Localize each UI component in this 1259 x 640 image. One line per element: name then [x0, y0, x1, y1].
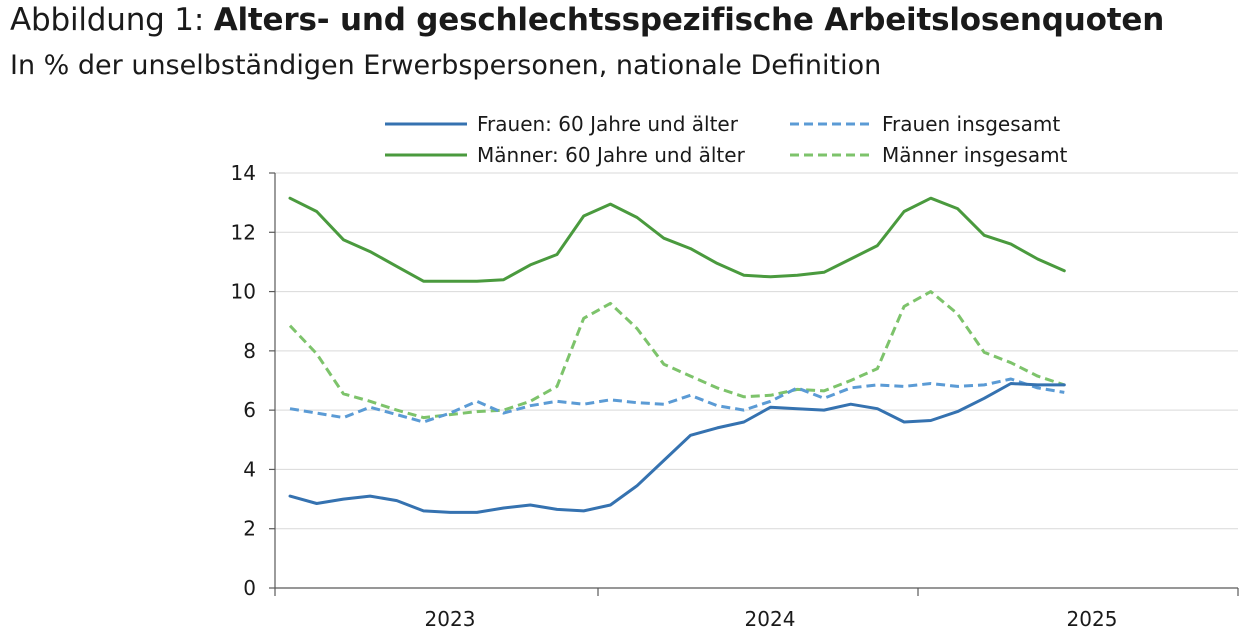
- x-tick-label: 2023: [425, 607, 476, 631]
- chart-title-prefix: Abbildung 1:: [10, 2, 214, 38]
- series-lines: [288, 196, 1066, 514]
- y-tick-label: 2: [243, 517, 256, 541]
- legend: Frauen: 60 Jahre und älter Frauen insgesa…: [385, 112, 1068, 167]
- y-tick-label: 6: [243, 398, 256, 422]
- x-tick-label: 2025: [1067, 607, 1118, 631]
- legend-label: Frauen: 60 Jahre und älter: [477, 112, 739, 136]
- y-tick-label: 8: [243, 339, 256, 363]
- x-tick-label: 2024: [745, 607, 796, 631]
- y-tick-label: 10: [231, 280, 256, 304]
- y-tick-label: 12: [231, 220, 256, 244]
- y-tick-label: 14: [231, 161, 256, 185]
- y-tick-label: 4: [243, 457, 256, 481]
- series-line-maenner-60-jahre-und-aelter: [288, 196, 1066, 283]
- series-line-frauen-60-jahre-und-aelter: [288, 382, 1066, 514]
- axes: 0 2 4 6 8 10 12 14 2023 2024 2025: [231, 161, 1239, 631]
- chart-subtitle: In % der unselbständigen Erwerbspersonen…: [10, 50, 882, 81]
- gridlines: [275, 172, 1238, 530]
- legend-label: Männer insgesamt: [882, 143, 1068, 167]
- legend-label: Frauen insgesamt: [882, 112, 1060, 136]
- chart-title-main: Alters- und geschlechtsspezifische Arbei…: [213, 2, 1165, 38]
- chart-title: Abbildung 1: Alters- und geschlechtsspez…: [10, 2, 1164, 38]
- series-line-frauen-insgesamt: [289, 377, 1065, 424]
- y-tick-label: 0: [243, 576, 256, 600]
- series-line-maenner-insgesamt: [288, 290, 1065, 420]
- legend-label: Männer: 60 Jahre und älter: [477, 143, 746, 167]
